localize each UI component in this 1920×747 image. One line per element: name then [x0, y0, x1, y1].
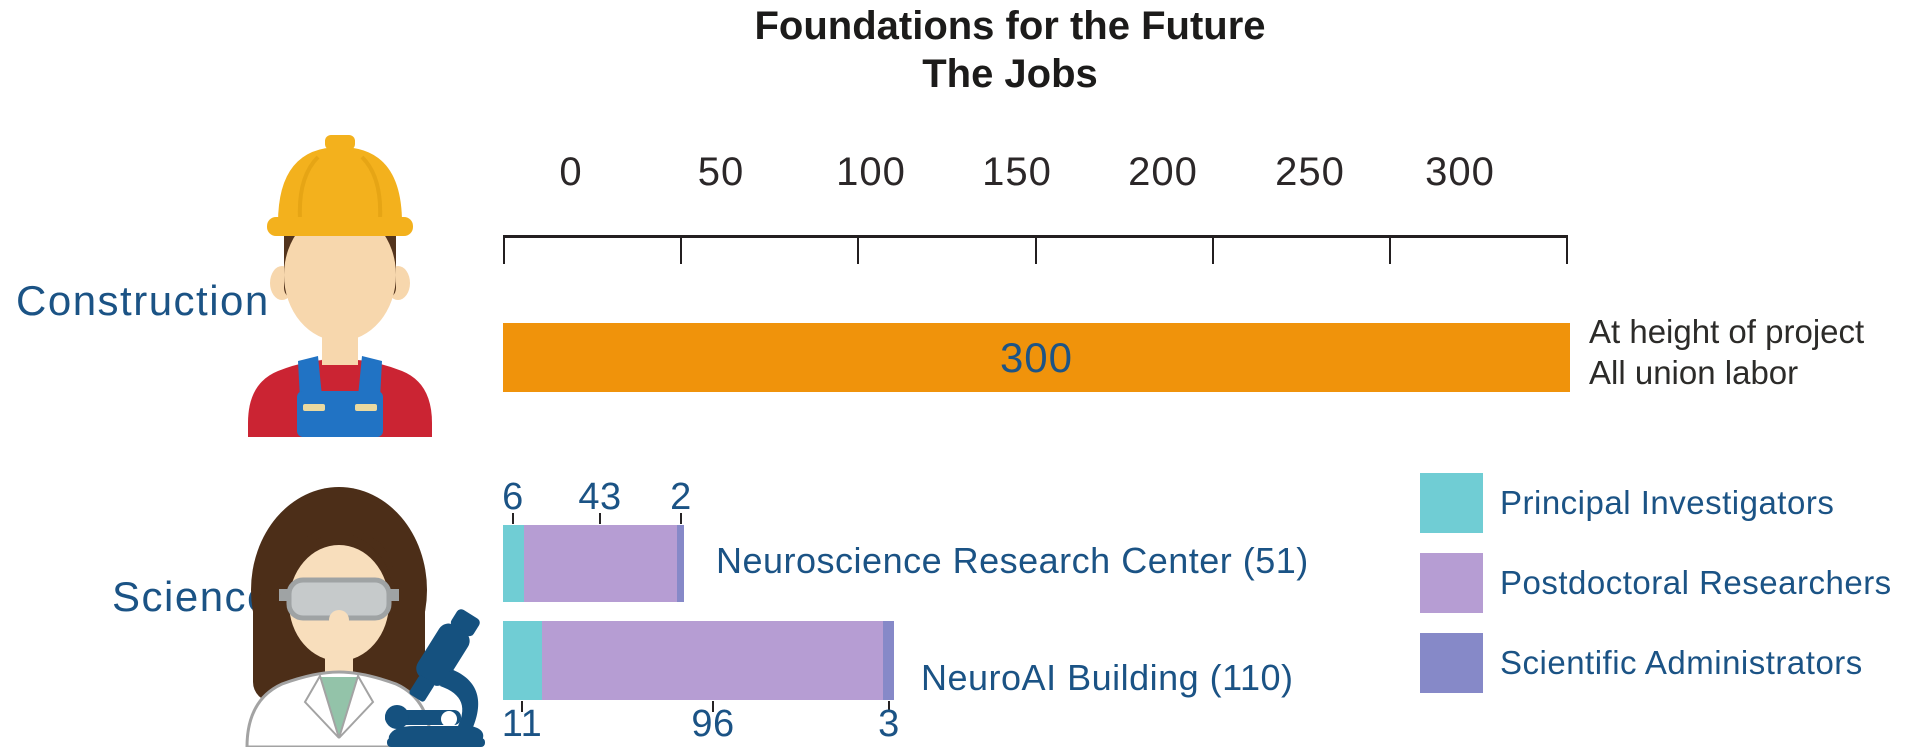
construction-worker-icon — [248, 135, 432, 437]
segment-principal-investigators — [503, 525, 524, 602]
worker-ear — [386, 266, 410, 300]
label-leader-line — [521, 701, 523, 712]
segment-principal-investigators — [503, 621, 542, 700]
axis-tick — [503, 238, 505, 264]
scientist-neck — [325, 650, 353, 688]
bar-name-neuroscience-research-center: Neuroscience Research Center (51) — [716, 540, 1309, 581]
axis-tick-label: 300 — [1425, 150, 1495, 194]
bar-name-neuroai-building: NeuroAI Building (110) — [921, 657, 1294, 698]
scientist-bangs — [339, 531, 396, 605]
construction-annotation: At height of project All union labor — [1589, 311, 1864, 393]
worker-neck — [322, 309, 358, 365]
label-leader-line — [712, 701, 714, 712]
construction-bar-segment: 300 — [503, 323, 1570, 392]
axis-tick — [1035, 238, 1037, 264]
axis-tick-label: 250 — [1275, 150, 1345, 194]
axis-tick — [857, 238, 859, 264]
axis-tick-label: 50 — [697, 150, 745, 194]
legend-swatch-scientific-administrators — [1420, 633, 1483, 693]
hardhat-seams — [297, 155, 383, 220]
construction-bar-value: 300 — [999, 333, 1074, 381]
label-leader-line — [888, 701, 890, 712]
segment-postdoctoral-researchers — [542, 621, 883, 700]
goggles-nose-notch — [329, 610, 349, 630]
worker-hair — [284, 225, 310, 299]
hardhat-brim — [267, 217, 413, 236]
scientist-icon — [245, 487, 485, 747]
scientist-face — [289, 545, 389, 661]
segment-value-label: 3 — [878, 703, 900, 745]
scientist-bangs — [282, 531, 339, 605]
segment-value-label: 96 — [691, 703, 735, 745]
legend-label: Postdoctoral Researchers — [1500, 564, 1892, 601]
segment-value-label: 6 — [502, 476, 524, 518]
goggles-arm — [279, 589, 293, 601]
worker-buckle — [303, 404, 325, 411]
page-title-line1: Foundations for the Future — [754, 4, 1266, 48]
goggles-arm — [385, 589, 399, 601]
label-leader-line — [512, 513, 514, 524]
segment-value-label: 11 — [501, 703, 543, 745]
axis-tick — [1389, 238, 1391, 264]
row-label-science: Science — [112, 573, 272, 620]
axis-tick-label: 100 — [836, 150, 906, 194]
scientist-hair — [251, 487, 427, 693]
axis-ruler — [503, 235, 1568, 267]
coat-lapel — [338, 673, 375, 739]
coat-lapel — [303, 673, 340, 739]
hardhat-top — [325, 135, 355, 150]
worker-face — [284, 209, 396, 341]
science-bar-neuroscience-research-center — [503, 525, 684, 602]
segment-scientific-administrators — [677, 525, 684, 602]
microscope-icon — [385, 609, 485, 747]
axis-tick — [1212, 238, 1214, 264]
segment-value-label: 2 — [670, 476, 692, 518]
label-leader-line — [680, 513, 682, 524]
label-leader-line — [599, 513, 601, 524]
worker-overall-strap — [298, 356, 326, 437]
worker-buckle — [355, 404, 377, 411]
annotation-line2: All union labor — [1589, 354, 1799, 391]
page-title-line2: The Jobs — [922, 52, 1098, 96]
axis-tick-label: 200 — [1128, 150, 1198, 194]
worker-hardhat — [278, 147, 402, 223]
legend-label: Principal Investigators — [1500, 484, 1835, 521]
worker-ear — [270, 266, 294, 300]
lab-coat — [245, 670, 433, 747]
page-title: Foundations for the Future The Jobs — [560, 2, 1460, 98]
row-label-construction: Construction — [16, 277, 270, 324]
axis-tick — [1566, 238, 1568, 264]
worker-overall-strap — [354, 356, 382, 437]
safety-goggles-icon — [286, 577, 392, 621]
axis-tick-label: 0 — [559, 150, 583, 194]
science-bar-neuroai-building — [503, 621, 894, 700]
construction-bar: 300 — [503, 323, 1570, 392]
annotation-line1: At height of project — [1589, 313, 1865, 350]
scientist-shirt — [319, 677, 359, 738]
worker-shirt — [248, 359, 432, 437]
worker-overall-bib — [297, 391, 383, 437]
segment-value-label: 43 — [578, 476, 622, 518]
segment-postdoctoral-researchers — [524, 525, 677, 602]
legend-label: Scientific Administrators — [1500, 644, 1863, 681]
axis-tick-label: 150 — [982, 150, 1052, 194]
legend-swatch-principal-investigators — [1420, 473, 1483, 533]
segment-scientific-administrators — [883, 621, 894, 700]
worker-hair — [370, 225, 396, 299]
legend-swatch-postdoctoral-researchers — [1420, 553, 1483, 613]
axis-tick — [680, 238, 682, 264]
scientist-hair-side — [383, 590, 425, 702]
